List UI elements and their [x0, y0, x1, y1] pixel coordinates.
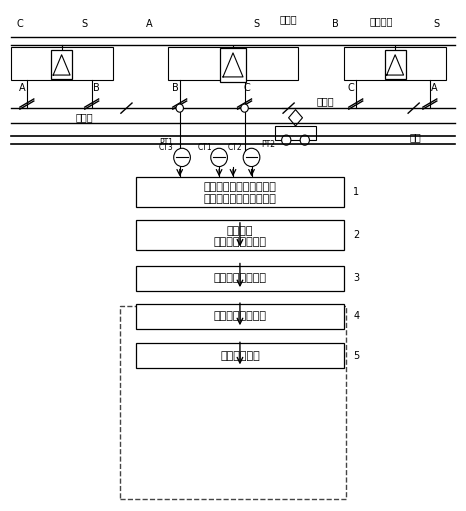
Text: A: A: [146, 19, 153, 29]
Circle shape: [174, 148, 191, 167]
Text: 4: 4: [353, 312, 360, 321]
Text: 回流线: 回流线: [76, 112, 94, 122]
Text: 故障报警单元: 故障报警单元: [220, 351, 260, 361]
Text: 短路故障定位单元: 短路故障定位单元: [213, 312, 267, 321]
Bar: [136, 266, 344, 291]
Text: CT2: CT2: [227, 143, 242, 152]
Text: 2: 2: [353, 230, 360, 240]
Text: 轨道: 轨道: [409, 132, 421, 142]
Text: PT1: PT1: [159, 138, 173, 147]
Bar: [119, 306, 347, 499]
Text: C: C: [348, 83, 355, 92]
Text: 5: 5: [353, 351, 360, 361]
Bar: [384, 51, 406, 79]
Text: A: A: [431, 83, 438, 92]
Text: 回流全信息数据采集单元: 回流全信息数据采集单元: [204, 194, 276, 204]
Text: CT3: CT3: [158, 143, 173, 152]
Bar: [136, 343, 344, 368]
Text: 事件触发: 事件触发: [226, 225, 253, 236]
Text: 故障信息保全单元: 故障信息保全单元: [213, 237, 267, 247]
Bar: [220, 48, 246, 82]
Text: 接触网接入电流、电压和: 接触网接入电流、电压和: [204, 182, 276, 193]
Bar: [344, 47, 446, 80]
Bar: [136, 304, 344, 329]
Text: C: C: [244, 83, 250, 92]
Bar: [274, 126, 316, 140]
Text: B: B: [331, 19, 338, 29]
Text: C: C: [16, 19, 23, 29]
Text: B: B: [93, 83, 100, 92]
Text: 短路故障识别单元: 短路故障识别单元: [213, 273, 267, 284]
Circle shape: [300, 135, 309, 145]
Circle shape: [211, 148, 227, 167]
Text: S: S: [253, 19, 259, 29]
Text: S: S: [82, 19, 88, 29]
Circle shape: [243, 148, 260, 167]
Bar: [51, 51, 72, 79]
Text: 3: 3: [353, 273, 360, 284]
Text: A: A: [19, 83, 26, 92]
Text: S: S: [434, 19, 440, 29]
Text: 电力系统: 电力系统: [370, 17, 393, 27]
Bar: [11, 47, 113, 80]
Text: 1: 1: [353, 187, 360, 197]
Bar: [136, 220, 344, 250]
Text: 接蹫网: 接蹫网: [316, 97, 334, 107]
Bar: [168, 47, 298, 80]
Circle shape: [281, 135, 291, 145]
Text: CT1: CT1: [198, 143, 212, 152]
Bar: [136, 177, 344, 207]
Circle shape: [176, 104, 184, 112]
Text: B: B: [172, 83, 178, 92]
Circle shape: [241, 104, 248, 112]
Text: PT2: PT2: [261, 140, 275, 149]
Text: 牵引站: 牵引站: [279, 14, 297, 24]
